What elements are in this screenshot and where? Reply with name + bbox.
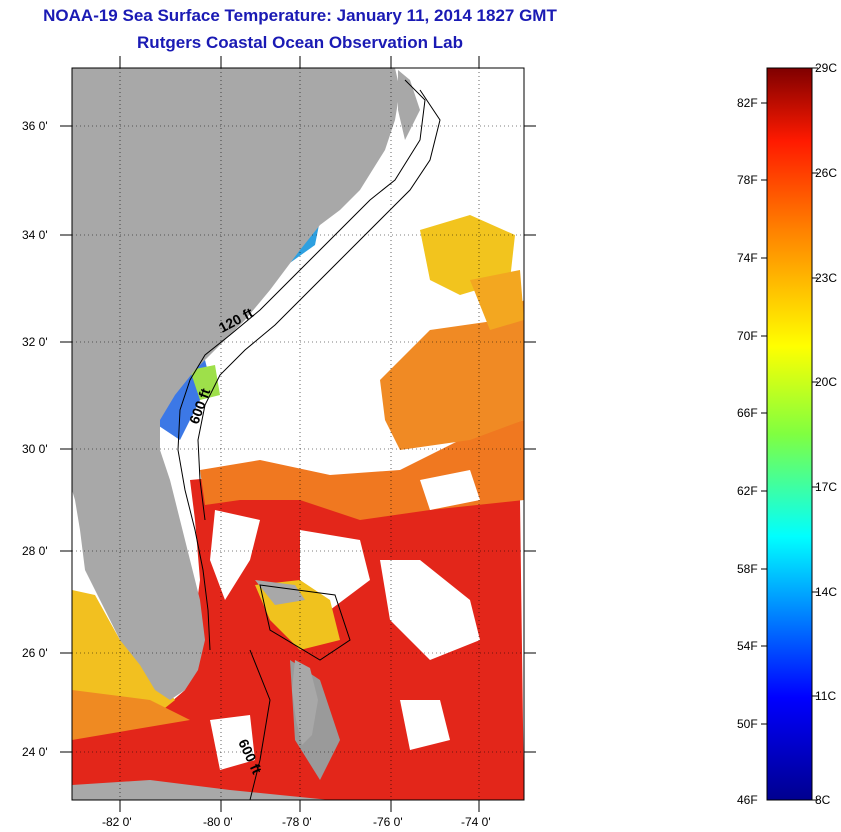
colorbar-f-label: 50F — [737, 717, 758, 731]
lon-label: -82 0' — [102, 815, 132, 829]
colorbar-ticks — [761, 67, 818, 801]
lon-label: -76 0' — [373, 815, 403, 829]
gulf-warm-region — [72, 590, 175, 720]
colorbar-c-label: 29C — [815, 61, 837, 75]
colorbar-c-label: 11C — [815, 689, 836, 703]
map-title: NOAA-19 Sea Surface Temperature: January… — [43, 6, 557, 25]
lat-label: 24 0' — [22, 745, 48, 759]
colorbar-f-label: 62F — [737, 484, 758, 498]
colorbar-c-label: 20C — [815, 375, 837, 389]
lon-label: -80 0' — [203, 815, 233, 829]
lat-label: 32 0' — [22, 335, 48, 349]
lat-label: 34 0' — [22, 228, 48, 242]
colorbar-f-label: 58F — [737, 562, 758, 576]
lon-label: -74 0' — [461, 815, 491, 829]
colorbar — [766, 67, 813, 801]
colorbar-f-label: 46F — [737, 793, 758, 807]
lon-label: -78 0' — [282, 815, 312, 829]
landmass-us — [72, 68, 400, 700]
landmass-cuba — [72, 780, 330, 800]
map-gridlines — [72, 68, 524, 800]
colorbar-c-label: 17C — [815, 480, 837, 494]
contour-600ft — [197, 89, 441, 521]
colorbar-f-label: 70F — [737, 329, 758, 343]
lat-label: 28 0' — [22, 544, 48, 558]
map-frame — [71, 67, 525, 801]
colorbar-c-label: 23C — [815, 271, 837, 285]
colorbar-f-label: 74F — [737, 251, 758, 265]
map-subtitle: Rutgers Coastal Ocean Observation Lab — [137, 33, 463, 52]
colorbar-c-label: 26C — [815, 166, 837, 180]
landmass-andros — [292, 660, 318, 745]
yellow-patch-ne — [420, 215, 515, 295]
lat-label: 30 0' — [22, 442, 48, 456]
colorbar-f-label: 54F — [737, 639, 758, 653]
colorbar-f-label: 78F — [737, 173, 758, 187]
colorbar-c-label: 8C — [815, 793, 831, 807]
lat-label: 26 0' — [22, 646, 48, 660]
colorbar-f-label: 66F — [737, 406, 758, 420]
map-ticks — [60, 56, 536, 812]
lat-label: 36 0' — [22, 119, 48, 133]
colorbar-f-label: 82F — [737, 96, 758, 110]
colorbar-c-label: 14C — [815, 585, 837, 599]
contour-120ft — [177, 79, 426, 651]
map-area: 120 ft 600 ft 600 ft — [72, 68, 524, 800]
